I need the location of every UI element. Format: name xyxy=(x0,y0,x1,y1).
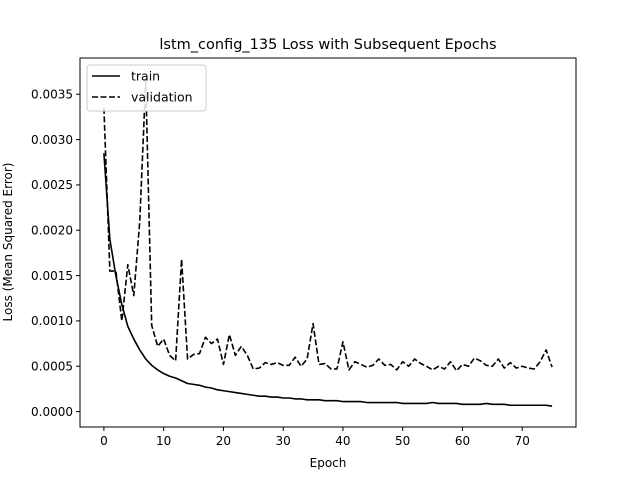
y-tick-label: 0.0030 xyxy=(31,133,73,147)
x-tick-label: 10 xyxy=(156,434,171,448)
x-tick-label: 0 xyxy=(100,434,108,448)
x-tick-label: 50 xyxy=(395,434,410,448)
chart-title: lstm_config_135 Loss with Subsequent Epo… xyxy=(159,37,496,53)
y-axis-label: Loss (Mean Squared Error) xyxy=(1,163,15,322)
y-tick-label: 0.0025 xyxy=(31,178,73,192)
legend: train validation xyxy=(86,64,207,112)
axes-frame xyxy=(79,57,577,428)
series-line-validation xyxy=(103,79,553,372)
x-axis-label: Epoch xyxy=(310,456,347,470)
y-tick-label: 0.0005 xyxy=(31,360,73,374)
y-tick-label: 0.0020 xyxy=(31,224,73,238)
x-tick-label: 30 xyxy=(276,434,291,448)
plot-area: 0 10 20 30 40 50 60 70 0.0000 0.0005 0.0010 0.0015… xyxy=(31,57,577,448)
y-axis: 0.0000 0.0005 0.0010 0.0015 0.0020 0.0025 0.00… xyxy=(31,88,80,419)
x-tick-label: 40 xyxy=(335,434,350,448)
x-tick-label: 70 xyxy=(515,434,530,448)
legend-validation-label: validation xyxy=(131,90,193,105)
y-tick-label: 0.0000 xyxy=(31,405,73,419)
x-axis: 0 10 20 30 40 50 60 70 xyxy=(100,427,530,448)
y-tick-label: 0.0035 xyxy=(31,88,73,102)
x-tick-label: 20 xyxy=(216,434,231,448)
legend-train-label: train xyxy=(131,69,160,84)
y-tick-label: 0.0015 xyxy=(31,269,73,283)
series-lines xyxy=(103,79,553,407)
x-tick-label: 60 xyxy=(455,434,470,448)
series-line-train xyxy=(103,153,553,407)
y-tick-label: 0.0010 xyxy=(31,314,73,328)
